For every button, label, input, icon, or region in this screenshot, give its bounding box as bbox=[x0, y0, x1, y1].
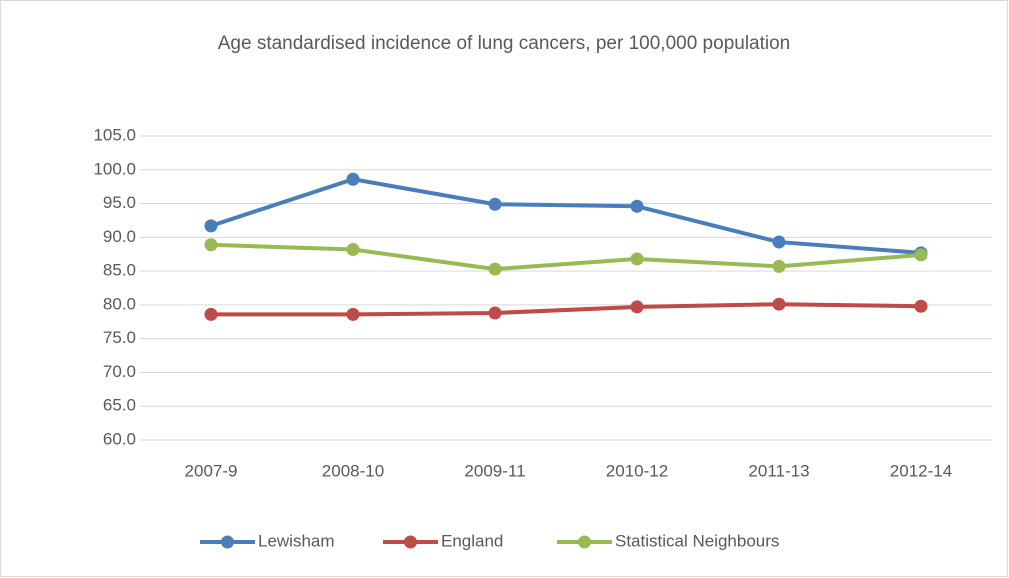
data-point bbox=[630, 252, 644, 266]
data-point bbox=[346, 242, 360, 256]
legend-marker bbox=[221, 535, 234, 549]
x-tick-label: 2007-9 bbox=[185, 461, 238, 480]
data-point bbox=[488, 197, 502, 211]
y-tick-label: 80.0 bbox=[103, 294, 136, 313]
x-tick-label: 2010-12 bbox=[606, 461, 668, 480]
data-point bbox=[204, 219, 218, 233]
legend-label: England bbox=[441, 531, 503, 550]
series-line bbox=[209, 302, 923, 317]
data-point bbox=[914, 248, 928, 262]
y-tick-label: 65.0 bbox=[103, 396, 136, 415]
x-tick-label: 2008-10 bbox=[322, 461, 384, 480]
y-tick-label: 100.0 bbox=[93, 159, 136, 178]
data-point bbox=[204, 238, 218, 252]
data-point bbox=[772, 259, 786, 273]
legend-label: Lewisham bbox=[258, 531, 335, 550]
y-tick-label: 85.0 bbox=[103, 261, 136, 280]
y-tick-label: 75.0 bbox=[103, 328, 136, 347]
x-tick-label: 2012-14 bbox=[890, 461, 952, 480]
data-point bbox=[772, 297, 786, 311]
y-tick-label: 95.0 bbox=[103, 193, 136, 212]
legend-marker bbox=[578, 535, 591, 549]
legend-label: Statistical Neighbours bbox=[615, 531, 779, 550]
data-point bbox=[914, 299, 928, 313]
data-point bbox=[346, 172, 360, 186]
data-point bbox=[204, 307, 218, 321]
y-tick-label: 60.0 bbox=[103, 429, 136, 448]
y-tick-label: 90.0 bbox=[103, 227, 136, 246]
data-point bbox=[346, 307, 360, 321]
data-point bbox=[630, 300, 644, 314]
chart-title: Age standardised incidence of lung cance… bbox=[218, 33, 791, 54]
y-tick-label: 70.0 bbox=[103, 362, 136, 381]
data-point bbox=[630, 199, 644, 213]
series-line bbox=[209, 242, 923, 272]
data-point bbox=[488, 306, 502, 320]
legend-marker bbox=[404, 535, 417, 549]
x-tick-label: 2011-13 bbox=[748, 461, 809, 480]
data-point bbox=[772, 235, 786, 249]
data-point bbox=[488, 262, 502, 276]
y-tick-label: 105.0 bbox=[93, 125, 136, 144]
x-tick-label: 2009-11 bbox=[464, 461, 525, 480]
series-line bbox=[209, 177, 923, 255]
